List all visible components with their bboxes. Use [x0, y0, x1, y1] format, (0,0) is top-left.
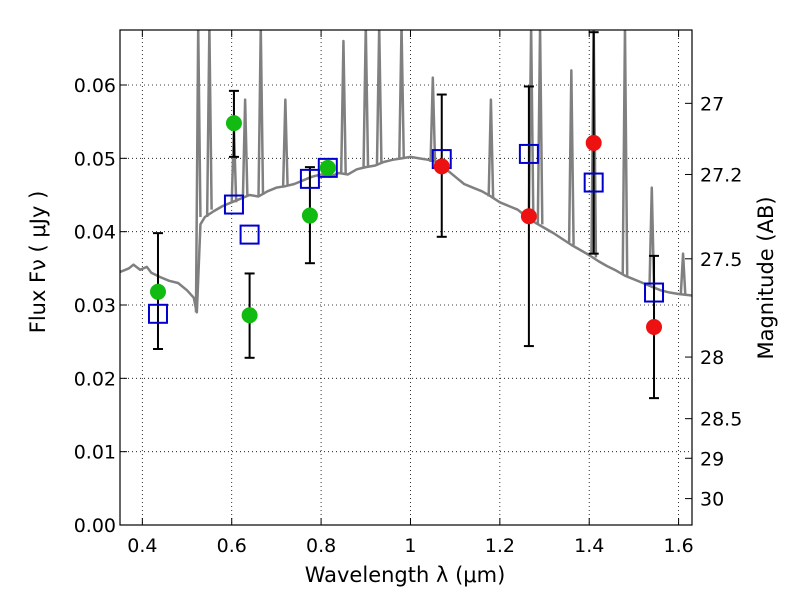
- optical-circle-point: [149, 283, 166, 300]
- spectrum-emission-line: [241, 98, 249, 199]
- optical-circle-point: [319, 159, 336, 176]
- model-square-point: [223, 194, 244, 215]
- nir-circle-point: [520, 208, 537, 225]
- y-right-tick-label: 27.2: [700, 164, 742, 186]
- model-square-point: [644, 282, 665, 303]
- y-right-tick-label: 30: [700, 489, 724, 511]
- y-tick-label: 0.05: [74, 148, 116, 170]
- optical-circle-point: [301, 207, 318, 224]
- nir-circle-point: [433, 158, 450, 175]
- spectrum-emission-line: [590, 30, 598, 258]
- y-tick-label: 0.02: [74, 368, 116, 390]
- model-square-point: [299, 168, 320, 189]
- spectrum-emission-line: [205, 30, 213, 218]
- y-right-tick-label: 27.5: [700, 249, 742, 271]
- x-axis-label: Wavelength λ (μm): [305, 563, 506, 587]
- model-square-point: [583, 172, 604, 193]
- optical-circle-point: [225, 115, 242, 132]
- model-square-point: [518, 143, 539, 164]
- y-right-tick-label: 29: [700, 448, 724, 470]
- x-tick-label: 0.8: [306, 535, 336, 557]
- spectrum-emission-line: [398, 30, 406, 159]
- optical-circle-point: [241, 307, 258, 324]
- x-tick-label: 1: [404, 535, 416, 557]
- spectrum-emission-line: [194, 30, 202, 313]
- spectrum-emission-line: [679, 252, 687, 295]
- spectrum-emission-line: [257, 30, 265, 196]
- y-right-tick-label: 28: [700, 347, 724, 369]
- y-tick-label: 0.04: [74, 222, 116, 244]
- spectrum-emission-line: [487, 98, 495, 199]
- spectrum-emission-line: [648, 186, 656, 287]
- spectrum-emission-line: [375, 30, 383, 166]
- model-square-point: [147, 303, 168, 324]
- y-right-tick-label: 27: [700, 93, 724, 115]
- spectrum-emission-line: [281, 98, 289, 188]
- y-tick-label: 0.01: [74, 442, 116, 464]
- y-axis-right-label: Magnitude (AB): [754, 196, 778, 359]
- spectrum-emission-line: [429, 76, 437, 163]
- axes: 0.4 0.6 0.8 1 1.2 1.4 1.6 0.00 0.01 0.02 0.03 0.04 0…: [74, 29, 742, 557]
- x-tick-label: 1.6: [663, 535, 693, 557]
- plot-frame: [119, 29, 693, 526]
- nir-circle-point: [646, 319, 663, 335]
- plot-area: [120, 30, 692, 400]
- x-tick-label: 1.2: [485, 535, 515, 557]
- spectrum-emission-line: [621, 30, 629, 276]
- y-tick-label: 0.06: [74, 75, 116, 97]
- y-tick-label: 0.00: [74, 515, 116, 537]
- model-square-point: [239, 224, 260, 245]
- model-square-point: [317, 157, 338, 178]
- x-tick-label: 1.4: [574, 535, 604, 557]
- nir-circle-point: [585, 134, 602, 151]
- y-right-tick-label: 28.5: [700, 409, 742, 431]
- y-tick-label: 0.03: [74, 295, 116, 317]
- y-axis-label: Flux Fν ( μJy ): [26, 191, 50, 334]
- spectrum-emission-line: [339, 39, 347, 174]
- x-tick-label: 0.4: [127, 535, 157, 557]
- spectrum-emission-line: [567, 69, 575, 245]
- x-tick-label: 0.6: [217, 535, 247, 557]
- spectrum-emission-line: [362, 30, 370, 168]
